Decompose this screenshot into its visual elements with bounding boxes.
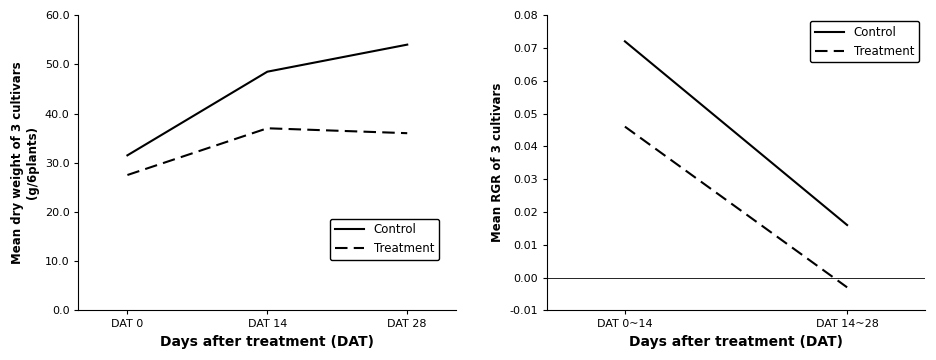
Y-axis label: Mean RGR of 3 cultivars: Mean RGR of 3 cultivars xyxy=(490,83,504,242)
X-axis label: Days after treatment (DAT): Days after treatment (DAT) xyxy=(629,335,843,349)
Control xyxy=(402,42,413,47)
Treatment xyxy=(122,173,133,177)
Treatment xyxy=(620,125,631,129)
Line: Control: Control xyxy=(127,45,407,155)
Legend: Control, Treatment: Control, Treatment xyxy=(810,21,919,62)
Treatment xyxy=(402,131,413,135)
Control xyxy=(620,39,631,44)
Treatment xyxy=(841,285,853,289)
Line: Control: Control xyxy=(625,41,847,225)
Control xyxy=(122,153,133,157)
Treatment xyxy=(262,126,273,130)
Control xyxy=(262,69,273,74)
Line: Treatment: Treatment xyxy=(127,128,407,175)
X-axis label: Days after treatment (DAT): Days after treatment (DAT) xyxy=(160,335,374,349)
Legend: Control, Treatment: Control, Treatment xyxy=(330,219,439,260)
Line: Treatment: Treatment xyxy=(625,127,847,287)
Y-axis label: Mean dry weight of 3 cultivars
(g/6plants): Mean dry weight of 3 cultivars (g/6plant… xyxy=(11,62,39,264)
Control xyxy=(841,223,853,227)
